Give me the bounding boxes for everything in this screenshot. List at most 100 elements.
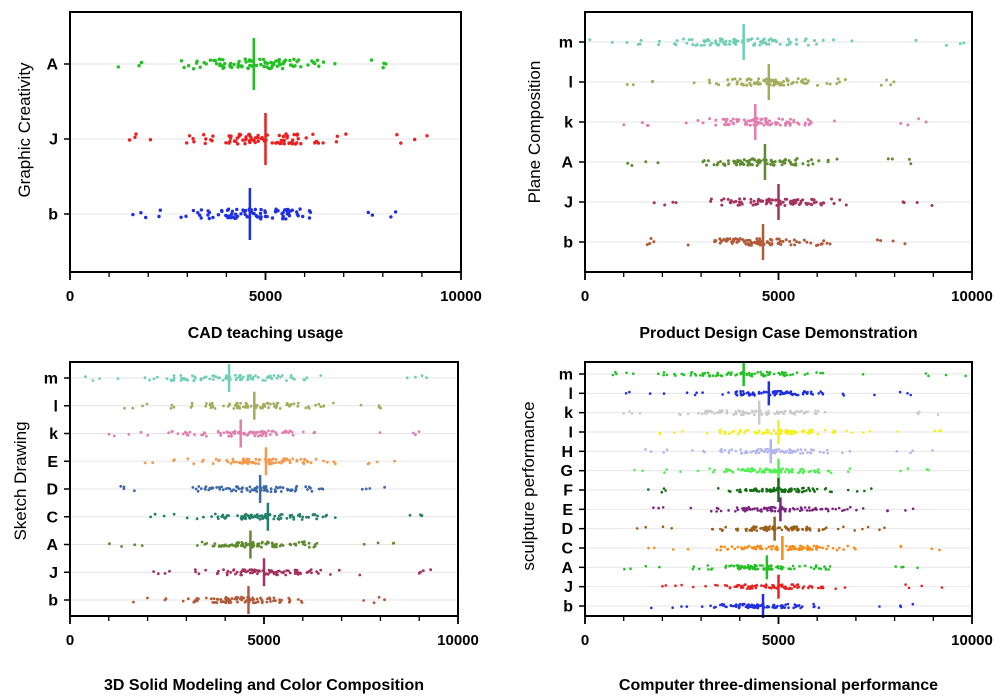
data-point [812, 544, 816, 548]
data-point [301, 430, 305, 434]
data-point [757, 392, 761, 395]
data-point [846, 488, 850, 492]
data-point [742, 240, 746, 244]
data-point [907, 157, 911, 161]
data-point [664, 584, 668, 587]
data-point [625, 371, 628, 375]
data-point [822, 201, 826, 205]
category-label: k [564, 405, 573, 422]
data-point [255, 136, 260, 140]
data-point [748, 605, 751, 608]
data-point [785, 544, 788, 548]
data-point [718, 411, 722, 415]
data-point [764, 448, 767, 451]
data-point [732, 429, 736, 433]
data-point [290, 513, 294, 517]
data-point [272, 596, 276, 600]
data-point [296, 598, 300, 601]
data-point [763, 431, 766, 435]
data-point [237, 59, 241, 64]
category-label: m [559, 35, 573, 52]
category-label: m [44, 371, 58, 388]
data-point [414, 375, 417, 379]
data-point [838, 546, 841, 550]
data-point [715, 510, 718, 513]
data-point [285, 401, 289, 405]
data-point [879, 239, 883, 243]
data-point [747, 585, 750, 588]
data-point [123, 406, 126, 410]
data-point [684, 121, 688, 125]
data-point [200, 540, 204, 544]
data-point [384, 62, 388, 66]
data-point [738, 488, 742, 492]
data-point [237, 374, 241, 378]
x-tick-label: 10000 [440, 288, 482, 305]
category-label: k [564, 115, 573, 132]
data-point [748, 507, 751, 511]
data-point [265, 214, 269, 219]
data-point [139, 430, 143, 434]
data-point [837, 506, 841, 510]
data-point [784, 603, 787, 606]
data-point [217, 569, 220, 573]
data-point [907, 586, 911, 590]
series-J [152, 558, 432, 587]
data-point [264, 512, 268, 516]
data-point [817, 606, 821, 610]
data-point [119, 484, 123, 488]
data-point [206, 209, 210, 213]
data-point [238, 461, 242, 464]
data-point [699, 374, 702, 377]
data-point [759, 370, 762, 374]
data-point [264, 488, 268, 492]
data-point [736, 545, 740, 549]
data-point [240, 516, 244, 520]
data-point [274, 461, 278, 464]
data-point [244, 516, 248, 520]
data-point [375, 460, 379, 464]
data-point [765, 529, 769, 533]
data-point [256, 544, 259, 548]
data-point [647, 546, 650, 550]
data-point [644, 526, 647, 529]
data-point [671, 200, 675, 204]
data-point [191, 137, 195, 141]
data-point [293, 542, 296, 546]
data-point [766, 526, 770, 529]
data-point [754, 548, 757, 551]
data-point [663, 203, 667, 207]
data-point [743, 431, 746, 435]
data-point [700, 412, 704, 416]
data-point [383, 598, 386, 602]
data-point [344, 132, 348, 136]
data-point [728, 200, 732, 204]
data-point [680, 583, 683, 587]
data-point [771, 198, 774, 202]
data-point [280, 66, 285, 71]
data-point [718, 409, 721, 413]
data-point [848, 450, 852, 453]
data-point [635, 527, 639, 530]
data-point [765, 240, 769, 244]
data-point [745, 391, 749, 395]
data-point [260, 598, 263, 601]
data-point [221, 488, 225, 492]
x-tick-label: 0 [66, 288, 74, 305]
data-point [781, 117, 784, 121]
data-point [272, 402, 275, 405]
data-point [300, 518, 304, 521]
data-point [782, 79, 786, 83]
data-point [786, 83, 790, 87]
data-point [714, 374, 718, 378]
data-point [360, 487, 364, 491]
category-label: A [561, 560, 573, 577]
data-point [187, 134, 192, 138]
data-point [319, 374, 323, 377]
data-point [753, 468, 757, 472]
data-point [269, 600, 272, 603]
data-point [717, 487, 720, 490]
data-point [806, 159, 810, 163]
data-point [789, 373, 792, 377]
